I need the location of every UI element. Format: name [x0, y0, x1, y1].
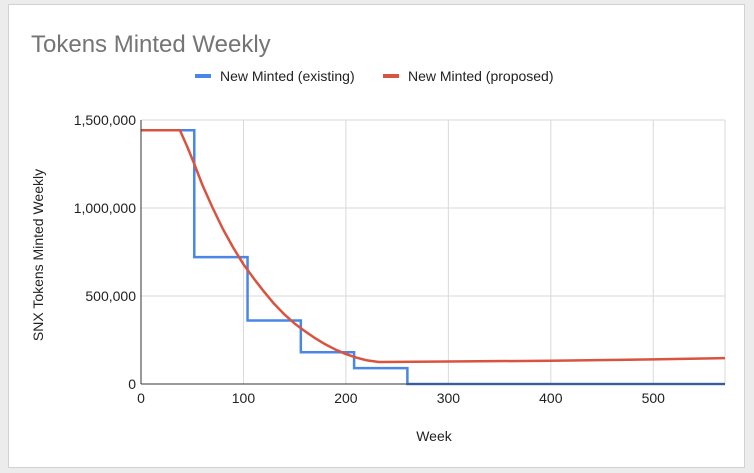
tick-labels: 0 100 200 300 400 500 0 500,000 1,000,000 1,500,0…: [74, 112, 665, 406]
y-tick-label: 1,000,000: [74, 200, 136, 216]
line-chart: Tokens Minted Weekly New Minted (existin…: [30, 31, 726, 444]
y-tick-label: 1,500,000: [74, 112, 136, 128]
legend-label-new-minted-existing: New Minted (existing): [220, 68, 355, 84]
x-tick-label: 400: [539, 390, 563, 406]
gridlines: [141, 119, 726, 384]
chart-panel: Tokens Minted Weekly New Minted (existin…: [8, 4, 745, 468]
series-layer: [141, 128, 726, 386]
legend-swatch-new-minted-existing: [195, 74, 211, 78]
axes: [140, 120, 725, 385]
x-tick-label: 300: [437, 390, 461, 406]
y-tick-label: 500,000: [85, 288, 136, 304]
legend-label-new-minted-proposed: New Minted (proposed): [408, 68, 554, 84]
x-tick-label: 200: [334, 390, 358, 406]
chart-title: Tokens Minted Weekly: [31, 31, 271, 58]
x-tick-label: 500: [642, 390, 666, 406]
series-line-new-minted-proposed: [141, 128, 726, 364]
x-tick-label: 100: [232, 390, 256, 406]
x-tick-label: 0: [137, 390, 145, 406]
legend-swatch-new-minted-proposed: [383, 74, 399, 78]
x-axis-label: Week: [416, 428, 453, 444]
y-tick-label: 0: [128, 376, 136, 392]
series-line-new-minted-existing: [141, 128, 725, 386]
legend: New Minted (existing) New Minted (propose…: [195, 68, 554, 84]
y-axis-label: SNX Tokens Minted Weekly: [30, 169, 46, 341]
